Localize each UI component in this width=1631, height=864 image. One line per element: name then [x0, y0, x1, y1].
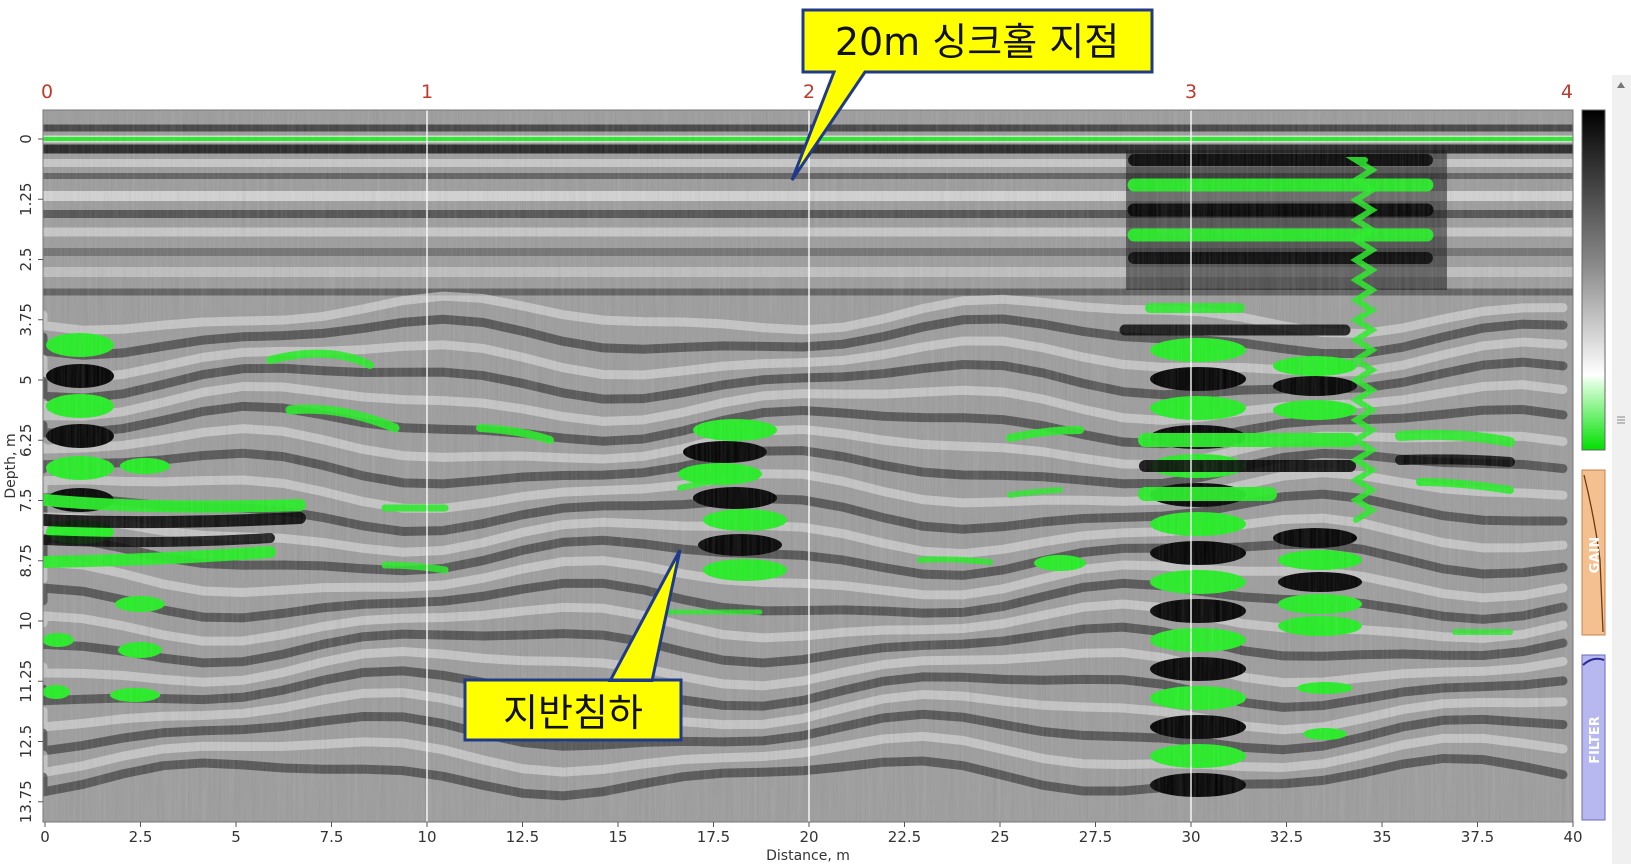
y-tick-label: 6.25 [17, 424, 35, 457]
x-tick-label: 30 [1181, 828, 1200, 846]
y-tick-label: 13.75 [17, 780, 35, 823]
grip-lines-icon [1617, 416, 1625, 424]
x-axis-ticks: 0 2.5 5 7.5 10 12.5 15 17.5 20 22.5 25 27.5 30 32.5 35… [40, 822, 1583, 846]
x-tick-label: 0 [40, 828, 50, 846]
y-tick-label: 1.25 [17, 183, 35, 216]
y-axis-ticks: 0 1.25 2.5 3.75 5 6.25 7.5 8.75 10 11.25 12.5 13.75 [17, 134, 43, 823]
filter-curve-icon [1582, 657, 1605, 666]
x-tick-label: 7.5 [320, 828, 344, 846]
y-tick-label: 11.25 [17, 660, 35, 703]
plot-border [42, 109, 1574, 823]
gain-panel-label: GAIN [1588, 537, 1603, 573]
segment-label: 0 [41, 81, 53, 103]
callout-sinkhole: 20m 싱크홀 지점 [790, 8, 1154, 181]
callout-subsidence: 지반침하 [463, 549, 683, 742]
y-axis-title: Depth, m [3, 433, 19, 498]
x-tick-label: 22.5 [888, 828, 921, 846]
segment-labels: 0 1 2 3 4 [41, 81, 1573, 103]
x-tick-label: 15 [608, 828, 627, 846]
x-tick-label: 2.5 [129, 828, 153, 846]
y-tick-label: 7.5 [17, 489, 35, 513]
x-tick-label: 27.5 [1079, 828, 1112, 846]
x-tick-label: 5 [231, 828, 241, 846]
x-tick-label: 12.5 [506, 828, 539, 846]
scroll-up-arrow-icon[interactable] [1617, 82, 1625, 88]
x-axis-title: Distance, m [766, 848, 850, 864]
segment-markers [426, 110, 1192, 822]
y-tick-label: 10 [17, 611, 35, 630]
x-tick-label: 35 [1372, 828, 1391, 846]
x-tick-label: 17.5 [697, 828, 730, 846]
y-tick-label: 8.75 [17, 544, 35, 577]
y-tick-label: 2.5 [17, 248, 35, 272]
x-tick-label: 25 [990, 828, 1009, 846]
scrollbar-track[interactable] [1612, 75, 1631, 864]
y-tick-label: 5 [17, 375, 35, 385]
filter-panel[interactable] [1581, 654, 1606, 821]
y-tick-label: 3.75 [17, 303, 35, 336]
y-tick-label: 0 [17, 134, 35, 144]
x-tick-label: 37.5 [1461, 828, 1494, 846]
y-tick-label: 12.5 [17, 725, 35, 758]
filter-panel-label: FILTER [1588, 716, 1603, 764]
callout-sinkhole-text: 20m 싱크홀 지점 [835, 20, 1119, 64]
color-scale-bar [1581, 109, 1606, 451]
x-tick-label: 32.5 [1270, 828, 1303, 846]
segment-label: 4 [1561, 81, 1573, 103]
segment-label: 2 [803, 81, 815, 103]
x-tick-label: 10 [417, 828, 436, 846]
x-tick-label: 20 [799, 828, 818, 846]
callout-subsidence-text: 지반침하 [503, 691, 643, 735]
gain-curve-icon [1583, 474, 1604, 633]
gain-panel[interactable] [1581, 469, 1606, 636]
noise-texture [43, 110, 1573, 822]
segment-label: 3 [1185, 81, 1197, 103]
segment-label: 1 [421, 81, 433, 103]
x-tick-label: 40 [1563, 828, 1582, 846]
